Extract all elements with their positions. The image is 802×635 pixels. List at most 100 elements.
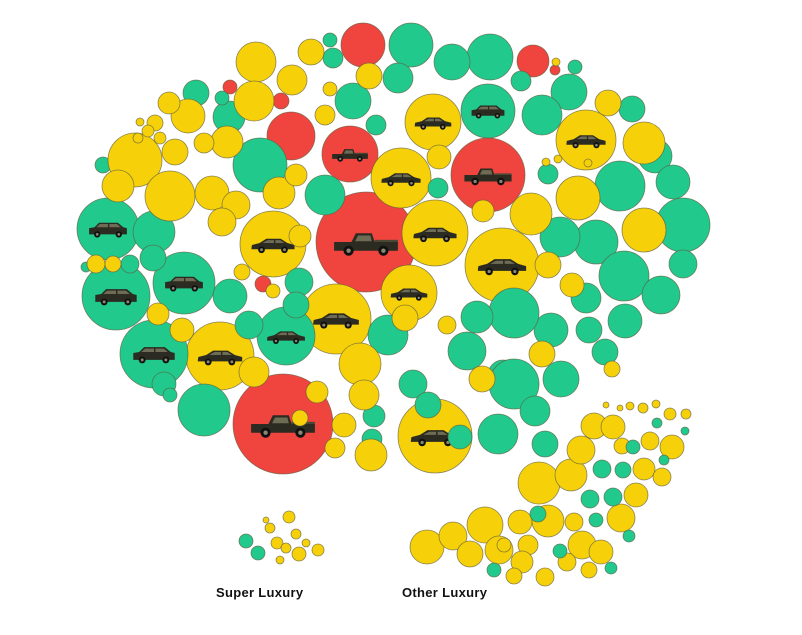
bubble-yellow [233,80,275,122]
bubble-yellow [466,506,504,544]
bubble-yellow [651,399,661,409]
bubble-yellow [580,561,598,579]
bubble-red [272,92,290,110]
bubble-yellow [496,537,512,553]
bubble-yellow [622,121,666,165]
bubble-yellow [437,315,457,335]
bubble-yellow [541,157,551,167]
bubble-yellow [505,567,523,585]
bubble-green [162,387,178,403]
bubble-green [539,216,581,258]
bubble-yellow [301,538,311,548]
bubble-red [549,64,561,76]
bubble-yellow [290,528,302,540]
bubble-green [588,512,604,528]
bubble-yellow [146,302,170,326]
sedan-icon [381,173,421,187]
bubble-yellow [262,516,270,524]
bubble-green [282,291,310,319]
bubble-yellow [600,414,626,440]
bubble-green [668,249,698,279]
suv-icon [95,289,137,306]
bubble-green [651,417,663,429]
bubble-yellow [354,438,388,472]
bubble-yellow [233,263,251,281]
bubble-yellow [322,81,338,97]
bubble-yellow [207,207,237,237]
pickup-truck-icon [332,149,368,162]
bubble-yellow [621,207,667,253]
bubble-yellow [264,522,276,534]
pickup-truck-icon [251,415,315,438]
bubble-red [222,79,238,95]
bubble-green [537,163,559,185]
bubble-yellow [314,104,336,126]
bubble-green [382,62,414,94]
bubble-yellow [305,380,329,404]
sedan-icon [313,313,359,329]
bubble-yellow [663,407,677,421]
bubble-green [414,391,442,419]
bubble-yellow [535,567,555,587]
bubble-green [680,426,690,436]
bubble-green [529,505,547,523]
bubble-yellow [144,170,196,222]
bubble-green [510,70,532,92]
bubble-green [234,310,264,340]
bubble-green [655,164,691,200]
bubble-yellow [262,176,296,210]
bubble-green [250,545,266,561]
bubble-yellow [551,57,561,67]
bubble-yellow [338,342,382,386]
bubble-green [388,22,434,68]
bubble-group-0 [76,22,711,475]
bubble-yellow [348,379,380,411]
bubble-yellow [141,124,155,138]
bubble-yellow [583,158,593,168]
bubble-yellow [602,401,610,409]
bubble-green [658,454,670,466]
bubble-green [460,300,494,334]
bubble-yellow [132,132,144,144]
bubble-yellow [559,272,585,298]
bubble-green [488,287,540,339]
suv-icon [133,347,175,364]
sedan-icon [414,117,452,130]
bubble-green [427,177,449,199]
bubble-yellow [594,89,622,117]
bubble-red [516,44,550,78]
bubble-green [550,73,588,111]
bubble-green [542,360,580,398]
bubble-green [177,383,231,437]
bubble-yellow [157,91,181,115]
bubble-yellow [509,192,553,236]
bubble-yellow [235,41,277,83]
bubbles-layer [76,22,711,587]
bubble-yellow [468,365,496,393]
bubble-green [580,489,600,509]
bubble-yellow [291,546,307,562]
bubble-yellow [170,98,206,134]
bubble-yellow [104,255,122,273]
bubble-green [322,32,338,48]
bubble-green [594,160,646,212]
bubble-yellow [284,163,308,187]
bubble-green [641,275,681,315]
bubble-yellow [555,175,601,221]
suv-icon [471,105,505,119]
sedan-icon [197,350,243,366]
bubble-yellow [238,356,270,388]
bubble-green [466,33,514,81]
super-luxury-label: Super Luxury [216,585,304,600]
bubble-green [477,413,519,455]
bubble-red [340,22,386,68]
bubble-yellow [603,360,621,378]
bubble-green [433,43,471,81]
bubble-yellow [153,131,167,145]
bubble-green [447,331,487,371]
bubble-green [398,369,428,399]
bubble-green [120,254,140,274]
bubble-yellow [391,304,419,332]
bubble-green [603,487,623,507]
